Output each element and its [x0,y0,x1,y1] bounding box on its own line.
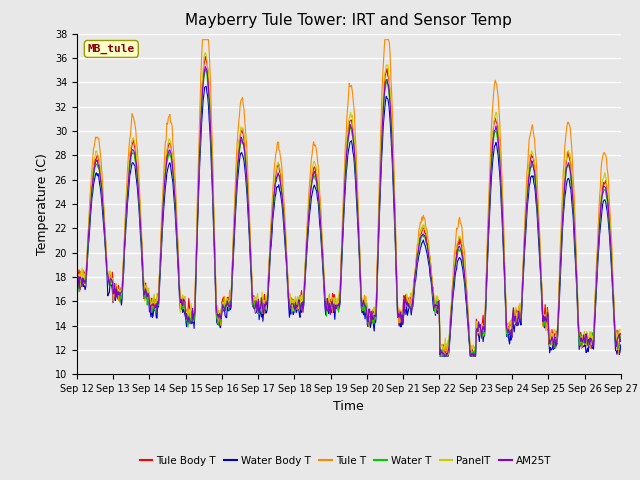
Text: MB_tule: MB_tule [88,44,135,54]
Y-axis label: Temperature (C): Temperature (C) [36,153,49,255]
Title: Mayberry Tule Tower: IRT and Sensor Temp: Mayberry Tule Tower: IRT and Sensor Temp [186,13,512,28]
Legend: Tule Body T, Water Body T, Tule T, Water T, PanelT, AM25T: Tule Body T, Water Body T, Tule T, Water… [136,452,556,470]
X-axis label: Time: Time [333,400,364,413]
